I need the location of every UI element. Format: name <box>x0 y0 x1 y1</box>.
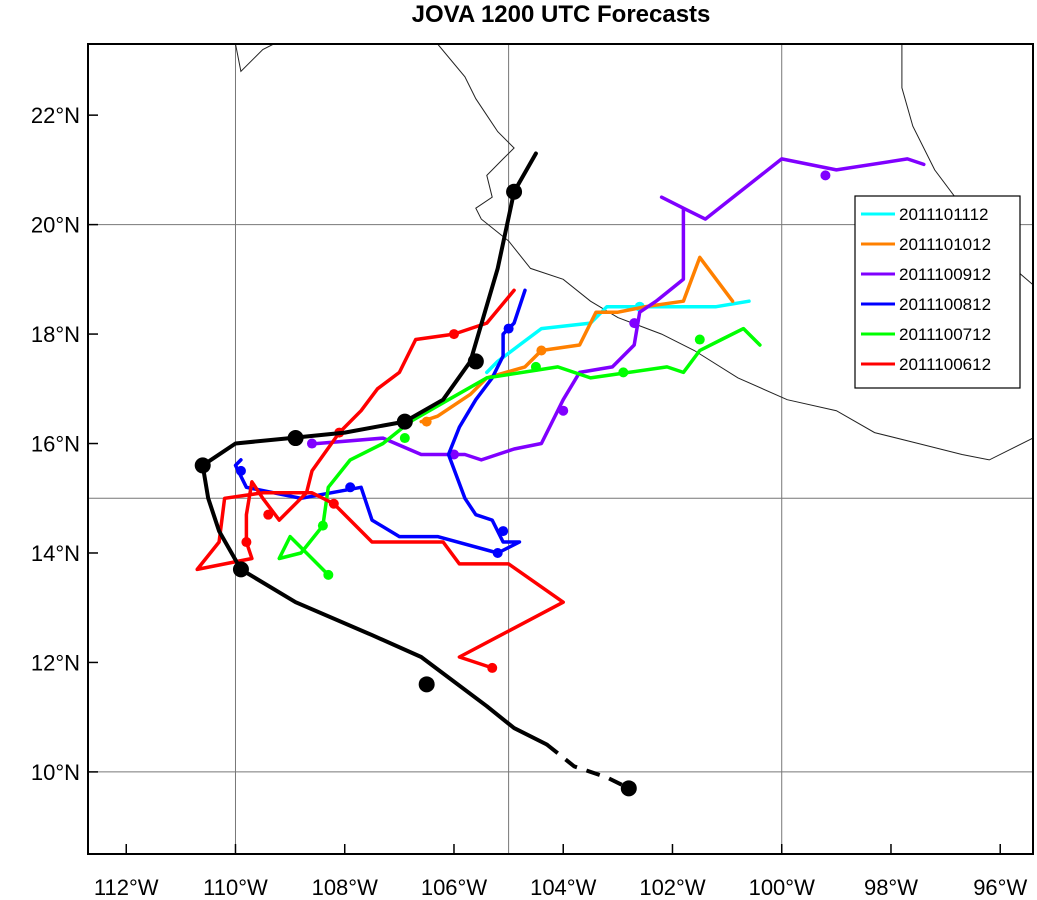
track-marker <box>618 367 629 378</box>
y-axis: 10°N 12°N 14°N 16°N 18°N 20°N 22°N <box>31 103 98 785</box>
track-marker <box>232 561 249 578</box>
y-tick-label: 22°N <box>31 103 80 128</box>
legend-label: 2011100612 <box>899 355 991 374</box>
legend-label: 2011101012 <box>899 235 991 254</box>
legend-label: 2011100912 <box>899 265 991 284</box>
track-marker <box>194 457 211 474</box>
track-marker <box>328 498 339 509</box>
track-marker <box>467 353 484 370</box>
track-marker <box>345 482 356 493</box>
coastline-segment <box>235 44 274 73</box>
plot-frame <box>87 43 1034 855</box>
track-marker <box>503 323 514 334</box>
track-Best track <box>194 151 637 797</box>
x-tick-label: 104°W <box>530 875 597 900</box>
track-2011100812 <box>233 288 527 558</box>
track-marker <box>323 569 334 580</box>
x-tick-label: 96°W <box>973 875 1027 900</box>
x-tick-label: 100°W <box>749 875 816 900</box>
track-line-dashed <box>545 742 630 791</box>
x-tick-label: 106°W <box>421 875 488 900</box>
track-marker <box>448 329 459 340</box>
track-2011100612 <box>195 288 565 673</box>
track-marker <box>506 183 523 200</box>
track-marker <box>306 438 317 449</box>
track-marker <box>418 676 435 693</box>
track-marker <box>448 449 459 460</box>
y-tick-label: 10°N <box>31 760 80 785</box>
track-2011100712 <box>277 326 762 580</box>
x-tick-label: 102°W <box>639 875 706 900</box>
track-line <box>315 157 926 462</box>
track-marker <box>396 413 413 430</box>
chart-title: JOVA 1200 UTC Forecasts <box>412 1 711 28</box>
forecast-tracks <box>194 151 926 797</box>
y-tick-label: 16°N <box>31 432 80 457</box>
x-tick-label: 108°W <box>312 875 379 900</box>
y-tick-label: 20°N <box>31 213 80 238</box>
y-tick-label: 12°N <box>31 650 80 675</box>
track-marker <box>492 547 503 558</box>
coastline-segment <box>437 44 1033 461</box>
track-2011101012 <box>419 255 735 427</box>
track-marker <box>530 361 541 372</box>
legend-box <box>854 195 1021 389</box>
track-marker <box>558 405 569 416</box>
track-marker <box>629 318 640 329</box>
track-marker <box>235 465 246 476</box>
track-marker <box>620 780 637 797</box>
legend-label: 2011100812 <box>899 295 991 314</box>
track-marker <box>498 526 509 537</box>
track-marker <box>263 509 274 520</box>
track-line <box>277 326 762 577</box>
legend-label: 2011101112 <box>899 205 989 224</box>
track-marker <box>241 537 252 548</box>
track-marker <box>487 662 498 673</box>
x-axis: 112°W 110°W 108°W 106°W 104°W 102°W 100°W 98°W 9… <box>94 844 1027 900</box>
track-2011100912 <box>306 157 926 462</box>
track-line <box>233 288 527 555</box>
x-tick-label: 110°W <box>203 875 268 900</box>
track-marker <box>421 416 432 427</box>
x-tick-label: 112°W <box>94 875 159 900</box>
y-tick-label: 14°N <box>31 541 80 566</box>
legend-label: 2011100712 <box>899 325 991 344</box>
legend: 2011101112 2011101012 2011100912 2011100812… <box>854 195 1021 389</box>
plot-area <box>88 44 1033 854</box>
track-marker <box>287 430 304 447</box>
track-line <box>419 255 735 424</box>
track-marker <box>536 345 547 356</box>
track-marker <box>820 170 831 181</box>
track-marker <box>694 334 705 345</box>
x-tick-label: 98°W <box>864 875 918 900</box>
track-marker <box>317 520 328 531</box>
track-marker <box>399 433 410 444</box>
y-tick-label: 18°N <box>31 322 80 347</box>
